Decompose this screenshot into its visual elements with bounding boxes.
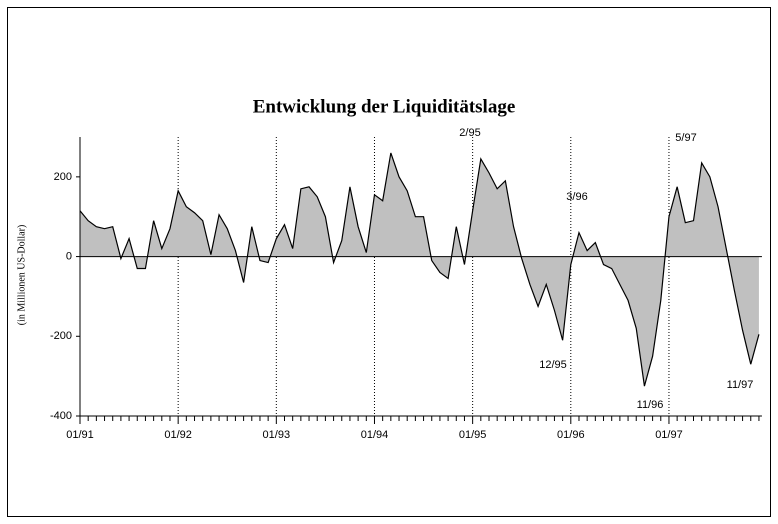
y-tick-label: 200 (54, 171, 72, 183)
line (79, 152, 760, 387)
x-tick-label: 01/96 (557, 429, 585, 441)
area (80, 152, 759, 387)
annotation: 2/95 (459, 127, 480, 139)
annotation: 5/97 (675, 132, 696, 144)
x-tick-label: 01/94 (361, 429, 389, 441)
x-tick-label: 01/95 (459, 429, 487, 441)
x-tick-label: 01/92 (164, 429, 192, 441)
annotation: 11/97 (727, 379, 754, 391)
chart-title: Entwicklung der Liquiditätslage (253, 96, 516, 117)
x-tick-label: 01/91 (66, 429, 94, 441)
x-tick-label: 01/93 (263, 429, 291, 441)
y-tick-label: 0 (66, 250, 72, 262)
x-tick-label: 01/97 (655, 429, 683, 441)
annotation: 11/96 (637, 399, 664, 411)
frame (7, 7, 771, 517)
annotation: 12/95 (539, 359, 567, 371)
y-axis-label: (in Millionen US-Dollar) (16, 225, 27, 326)
y-tick-label: -400 (50, 410, 72, 422)
y-tick-label: -200 (50, 330, 72, 342)
annotation: 3/96 (566, 191, 587, 203)
